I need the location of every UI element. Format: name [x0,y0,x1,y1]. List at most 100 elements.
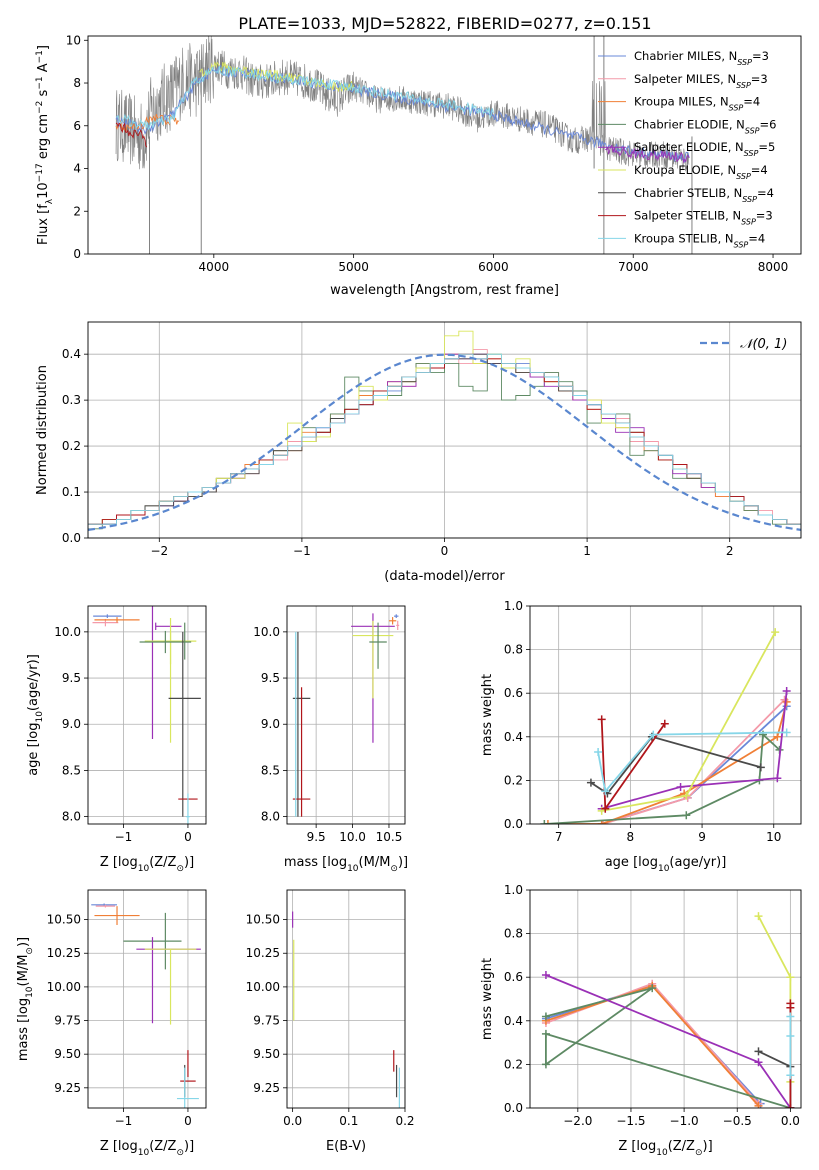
weight-marker [682,811,691,820]
weight_vs_Z-axes-frame [529,889,802,1109]
legend-entry-sub: SSP [745,126,760,135]
mass_vs_Z-x-label: Z [log10(Z/Z⊙)] [100,1139,194,1158]
legend-entry-tail: =4 [743,95,760,109]
weight_vs_Z-plot-area [530,890,801,1108]
x-tick-label: 7 [555,830,563,844]
x-tick-label: 4000 [199,260,230,274]
label-part: (Z/Z [149,855,176,870]
label-part: Flux [f [36,204,51,245]
weight-marker [782,728,791,737]
weight-marker [754,1047,763,1056]
weight_vs_Z-y-label: mass weight [480,958,495,1040]
label-part: erg cm [36,114,51,163]
weight-series [541,971,795,1108]
age_vs_Z-axes-frame [87,605,207,825]
label-part: −1 [35,50,45,63]
weight-marker [597,715,606,724]
legend-entry-base: Salpeter STELIB, N [634,209,741,223]
x-tick-label: 0 [441,544,449,558]
label-part: 10 [138,1148,150,1158]
error-point [139,630,192,654]
model-spectrum [605,144,690,164]
spectrum-axes-frame [87,35,802,255]
y-tick-label: 10 [66,33,81,47]
legend-entry-tail: =4 [757,186,774,200]
error-point [94,617,140,623]
spectrum-panel: 4000 5000 6000 7000 8000 0 2 4 6 8 10 wavelength [A… [35,33,802,298]
label-part: ⊙ [176,1148,184,1158]
legend-entry: Salpeter ELODIE, NSSP=5 [634,140,775,158]
weight-series [786,1012,795,1080]
label-part: 10 [35,711,45,723]
y-tick-label: 0.2 [62,439,81,453]
legend-entry-sub: SSP [729,103,744,112]
weight-series [541,981,765,1108]
weight-series [541,981,763,1108]
weight_vs_age-x-label: age [log10(age/yr)] [605,855,727,874]
mass_vs_ebv-plot-area [287,890,405,1108]
weight-marker [773,774,782,783]
label-part: Z [log [100,855,138,870]
x-tick-label: 0.0 [781,1114,800,1128]
legend-entry: Kroupa MILES, NSSP=4 [634,95,760,113]
weight-marker [586,778,595,787]
label-part: ⊙ [695,1148,703,1158]
weight-marker [756,763,765,772]
y-tick-label: 10.25 [246,946,280,960]
legend-entry-sub: SSP [742,194,757,203]
y-tick-label: 0.8 [504,927,523,941]
legend-entry-tail: =6 [760,117,777,131]
label-part: (M/M [16,955,31,987]
weight-marker [601,787,610,796]
legend-entry-base: Kroupa MILES, N [634,95,729,109]
label-part: mass [log [284,855,347,870]
x-tick-label: 9 [698,830,706,844]
weight-marker [660,719,669,728]
legend-entry-sub: SSP [736,172,751,181]
x-tick-label: 0.0 [283,1114,302,1128]
legend-entry-tail: =4 [751,163,768,177]
weight-marker [541,971,550,980]
weight-marker [540,820,549,824]
x-tick-label: 0 [184,830,192,844]
legend-entry-base: Kroupa ELODIE, N [634,163,736,177]
label-part: age [log [605,855,658,870]
label-part: 10 [658,864,670,874]
residuals-y-label: Normed distribution [35,365,50,495]
residual-histogram [88,353,801,538]
x-tick-label: 7000 [618,260,649,274]
mass_vs_ebv-axes-frame [286,889,406,1109]
weight-marker [754,912,763,921]
legend-entry-base: Chabrier MILES, N [634,49,737,63]
x-tick-label: −2.0 [563,1114,592,1128]
legend-entry-sub: SSP [741,217,756,226]
weight-marker [543,820,552,824]
y-tick-label: 0.2 [504,1057,523,1071]
label-part: mass [log [16,998,31,1061]
mass_vs_ebv-panel: 0.0 0.1 0.2 9.25 9.50 9.75 10.00 10.25 10.50 E(B-… [246,889,415,1154]
label-part: )] [184,1139,194,1154]
label-part: (age/yr)] [669,855,726,870]
legend-entry-sub: SSP [734,240,749,249]
y-tick-label: 9.0 [261,717,280,731]
weight-marker [773,732,782,741]
legend-entry: Kroupa ELODIE, NSSP=4 [634,163,768,181]
weight-series [540,730,784,824]
y-tick-label: 9.75 [253,1014,280,1028]
residuals-plot-area [88,322,801,538]
age_vs_Z-y-label: age [log10(age/yr)] [26,654,45,776]
legend-entry: Kroupa STELIB, NSSP=4 [634,231,765,249]
figure-title: PLATE=1033, MJD=52822, FIBERID=0277, z=0… [238,14,651,33]
label-part: Z [log [618,1139,656,1154]
legend-entry-sub: SSP [736,80,751,89]
x-tick-label: 0.2 [395,1114,414,1128]
weight-marker [682,791,691,800]
x-tick-label: −1 [115,1114,133,1128]
y-tick-label: 0.6 [504,970,523,984]
legend-entry-sub: SSP [737,58,752,67]
y-tick-label: 10.50 [47,913,81,927]
x-tick-label: 8000 [758,260,789,274]
y-tick-label: 4 [73,162,81,176]
y-tick-label: 8.0 [261,810,280,824]
